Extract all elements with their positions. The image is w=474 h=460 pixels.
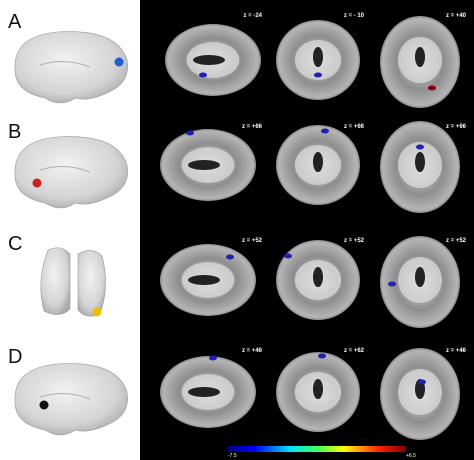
colorbar-min: -7.5 xyxy=(228,453,237,459)
ventricle xyxy=(193,55,225,65)
slice-label: z = +40 xyxy=(446,13,467,19)
slice-label: z = +52 xyxy=(446,238,467,244)
ventricle xyxy=(188,160,220,170)
activation xyxy=(186,130,194,136)
slice-label: z = +52 xyxy=(242,238,263,244)
ventricle xyxy=(188,275,220,285)
ventricle xyxy=(313,47,323,67)
brain-surface xyxy=(14,31,128,104)
seed-dot xyxy=(32,178,42,188)
seed-dot xyxy=(39,400,49,410)
ventricle xyxy=(313,379,323,399)
slice-label: z = - 10 xyxy=(344,13,365,19)
panel-letter: C xyxy=(8,233,22,255)
panel-letter: A xyxy=(8,11,22,33)
slice-label: z = +46 xyxy=(446,348,467,354)
activation xyxy=(284,253,292,259)
activation xyxy=(226,254,234,260)
sulcus xyxy=(39,166,91,173)
ventricle xyxy=(188,387,220,397)
slice-label: z = -24 xyxy=(243,13,262,19)
panel-letter: D xyxy=(8,346,22,368)
activation xyxy=(209,355,217,361)
ventricle xyxy=(313,267,323,287)
activation xyxy=(416,144,424,150)
activation xyxy=(318,353,326,359)
brain-surface xyxy=(14,136,128,209)
sulcus xyxy=(39,393,91,400)
colorbar-max: +6.5 xyxy=(406,453,416,459)
sulcus xyxy=(39,61,91,68)
brain-surface xyxy=(40,247,71,315)
slice-label: z = +46 xyxy=(242,348,263,354)
panel-letter: B xyxy=(8,121,21,143)
slice-label: z = +66 xyxy=(446,124,467,130)
slice-label: z = +66 xyxy=(344,124,365,130)
slice-label: z = +66 xyxy=(242,124,263,130)
activation xyxy=(428,85,436,91)
brain-surface xyxy=(77,250,106,317)
ventricle xyxy=(415,152,425,172)
slice-label: z = +62 xyxy=(344,348,365,354)
activation xyxy=(418,379,426,385)
activation xyxy=(314,72,322,78)
seed-dot xyxy=(92,307,102,317)
ventricle xyxy=(415,47,425,67)
ventricle xyxy=(415,267,425,287)
brain-surface xyxy=(14,363,128,436)
seed-dot xyxy=(114,57,124,67)
activation xyxy=(321,128,329,134)
colorbar xyxy=(228,446,406,452)
slice-label: z = +52 xyxy=(344,238,365,244)
activation xyxy=(199,72,207,78)
activation xyxy=(388,281,396,287)
ventricle xyxy=(313,152,323,172)
